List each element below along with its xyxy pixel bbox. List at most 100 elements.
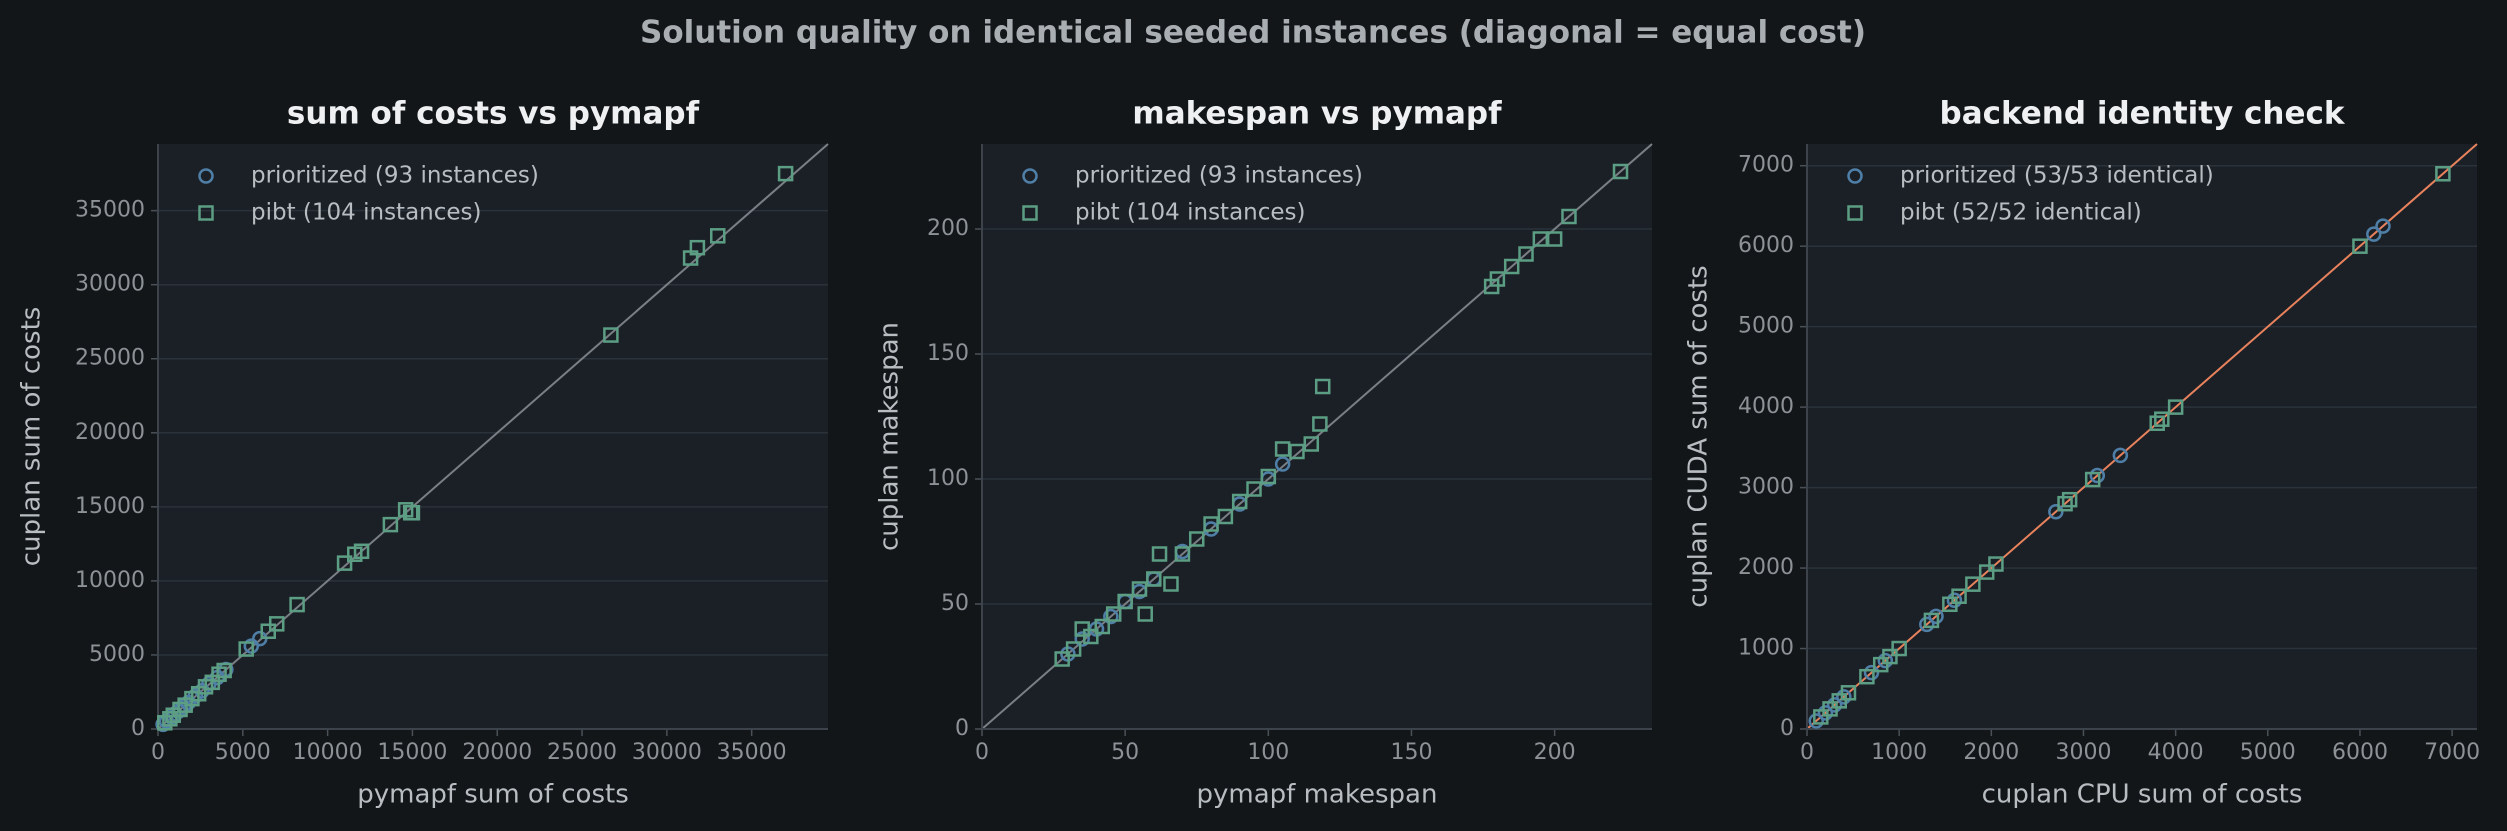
point [1951, 588, 1967, 604]
point [1946, 592, 1963, 609]
point [1831, 693, 1848, 709]
point [1137, 606, 1153, 622]
x-tick-label: 20000 [462, 740, 532, 765]
y-tick-label: 0 [131, 716, 145, 741]
point [1188, 531, 1205, 547]
x-tick-label: 35000 [717, 740, 787, 765]
legend-label: pibt (104 instances) [251, 200, 482, 226]
y-tick-label: 5000 [89, 642, 145, 667]
point [1988, 556, 2004, 572]
point [2366, 226, 2382, 242]
point [1923, 612, 1940, 629]
point [1817, 705, 1834, 721]
point [1928, 608, 1944, 625]
point [2149, 415, 2165, 431]
x-tick-label: 3000 [2055, 740, 2111, 765]
point [1074, 631, 1090, 647]
y-tick-label: 3000 [1738, 475, 1794, 500]
point [1836, 689, 1852, 705]
point [1840, 685, 1857, 701]
chart-title: backend identity check [1940, 96, 2346, 132]
point [382, 516, 399, 533]
point [1489, 271, 1506, 287]
point [289, 596, 305, 613]
x-tick-label: 0 [1800, 740, 1814, 765]
legend-marker [198, 168, 214, 184]
point [1303, 436, 1320, 452]
x-tick-label: 0 [975, 740, 989, 765]
y-tick-label: 7000 [1738, 153, 1794, 178]
point [1612, 163, 1629, 180]
y-tick-label: 50 [941, 591, 969, 616]
legend-marker [1847, 168, 1863, 184]
point [1131, 581, 1148, 597]
x-tick-label: 30000 [632, 740, 702, 765]
x-tick-label: 1000 [1871, 740, 1927, 765]
y-axis-label: cuplan makespan [875, 322, 905, 551]
point [2061, 491, 2078, 508]
point [2084, 471, 2101, 488]
x-tick-label: 6000 [2332, 740, 2388, 765]
point [1117, 593, 1133, 610]
legend-label: prioritized (53/53 identical) [1900, 163, 2214, 189]
point [1813, 709, 1829, 725]
point [689, 239, 706, 256]
y-tick-label: 15000 [75, 494, 145, 519]
point [2057, 495, 2073, 512]
legend-label: prioritized (93 instances) [251, 163, 539, 189]
point [402, 505, 419, 521]
y-tick-label: 1000 [1738, 636, 1794, 661]
point [1859, 668, 1875, 685]
y-tick-label: 25000 [75, 346, 145, 371]
point [709, 228, 726, 244]
point [1872, 656, 1889, 673]
x-tick-label: 7000 [2424, 740, 2480, 765]
y-tick-label: 0 [955, 716, 969, 741]
point [1503, 258, 1520, 275]
x-axis-label: pymapf makespan [1197, 780, 1438, 810]
point [2375, 218, 2391, 234]
point [1877, 652, 1894, 669]
legend-label: prioritized (93 instances) [1075, 163, 1363, 189]
point [1561, 208, 1577, 225]
y-axis-label: cuplan CUDA sum of costs [1684, 265, 1714, 607]
point [1274, 456, 1291, 472]
point [1978, 564, 1995, 580]
y-tick-label: 2000 [1738, 555, 1794, 580]
x-tick-label: 10000 [293, 740, 363, 765]
point [1217, 508, 1234, 525]
point [1289, 443, 1305, 460]
point [2048, 503, 2064, 520]
y-tick-label: 5000 [1738, 314, 1794, 339]
point [777, 165, 794, 182]
x-tick-label: 50 [1111, 740, 1139, 765]
point [172, 701, 188, 718]
point [1274, 441, 1291, 457]
point [1891, 640, 1907, 657]
y-tick-label: 200 [927, 216, 969, 241]
x-tick-label: 4000 [2148, 740, 2204, 765]
point [603, 327, 619, 343]
x-tick-label: 0 [151, 740, 165, 765]
point [238, 641, 254, 657]
point [2435, 166, 2451, 182]
point [1146, 571, 1162, 587]
point [1826, 697, 1843, 713]
y-axis-label: cuplan sum of costs [17, 307, 47, 567]
point [1919, 616, 1935, 633]
point [1065, 641, 1082, 657]
point [268, 616, 285, 632]
x-axis-label: cuplan CPU sum of costs [1982, 780, 2303, 810]
point [2112, 447, 2129, 464]
point [1312, 416, 1328, 432]
chart-title: makespan vs pymapf [1132, 96, 1502, 132]
point [1083, 628, 1099, 645]
legend-marker [1022, 205, 1038, 221]
legend-marker [1022, 168, 1038, 184]
point [1314, 378, 1331, 395]
y-tick-label: 4000 [1738, 394, 1794, 419]
point [1246, 481, 1262, 497]
point [1546, 231, 1563, 247]
